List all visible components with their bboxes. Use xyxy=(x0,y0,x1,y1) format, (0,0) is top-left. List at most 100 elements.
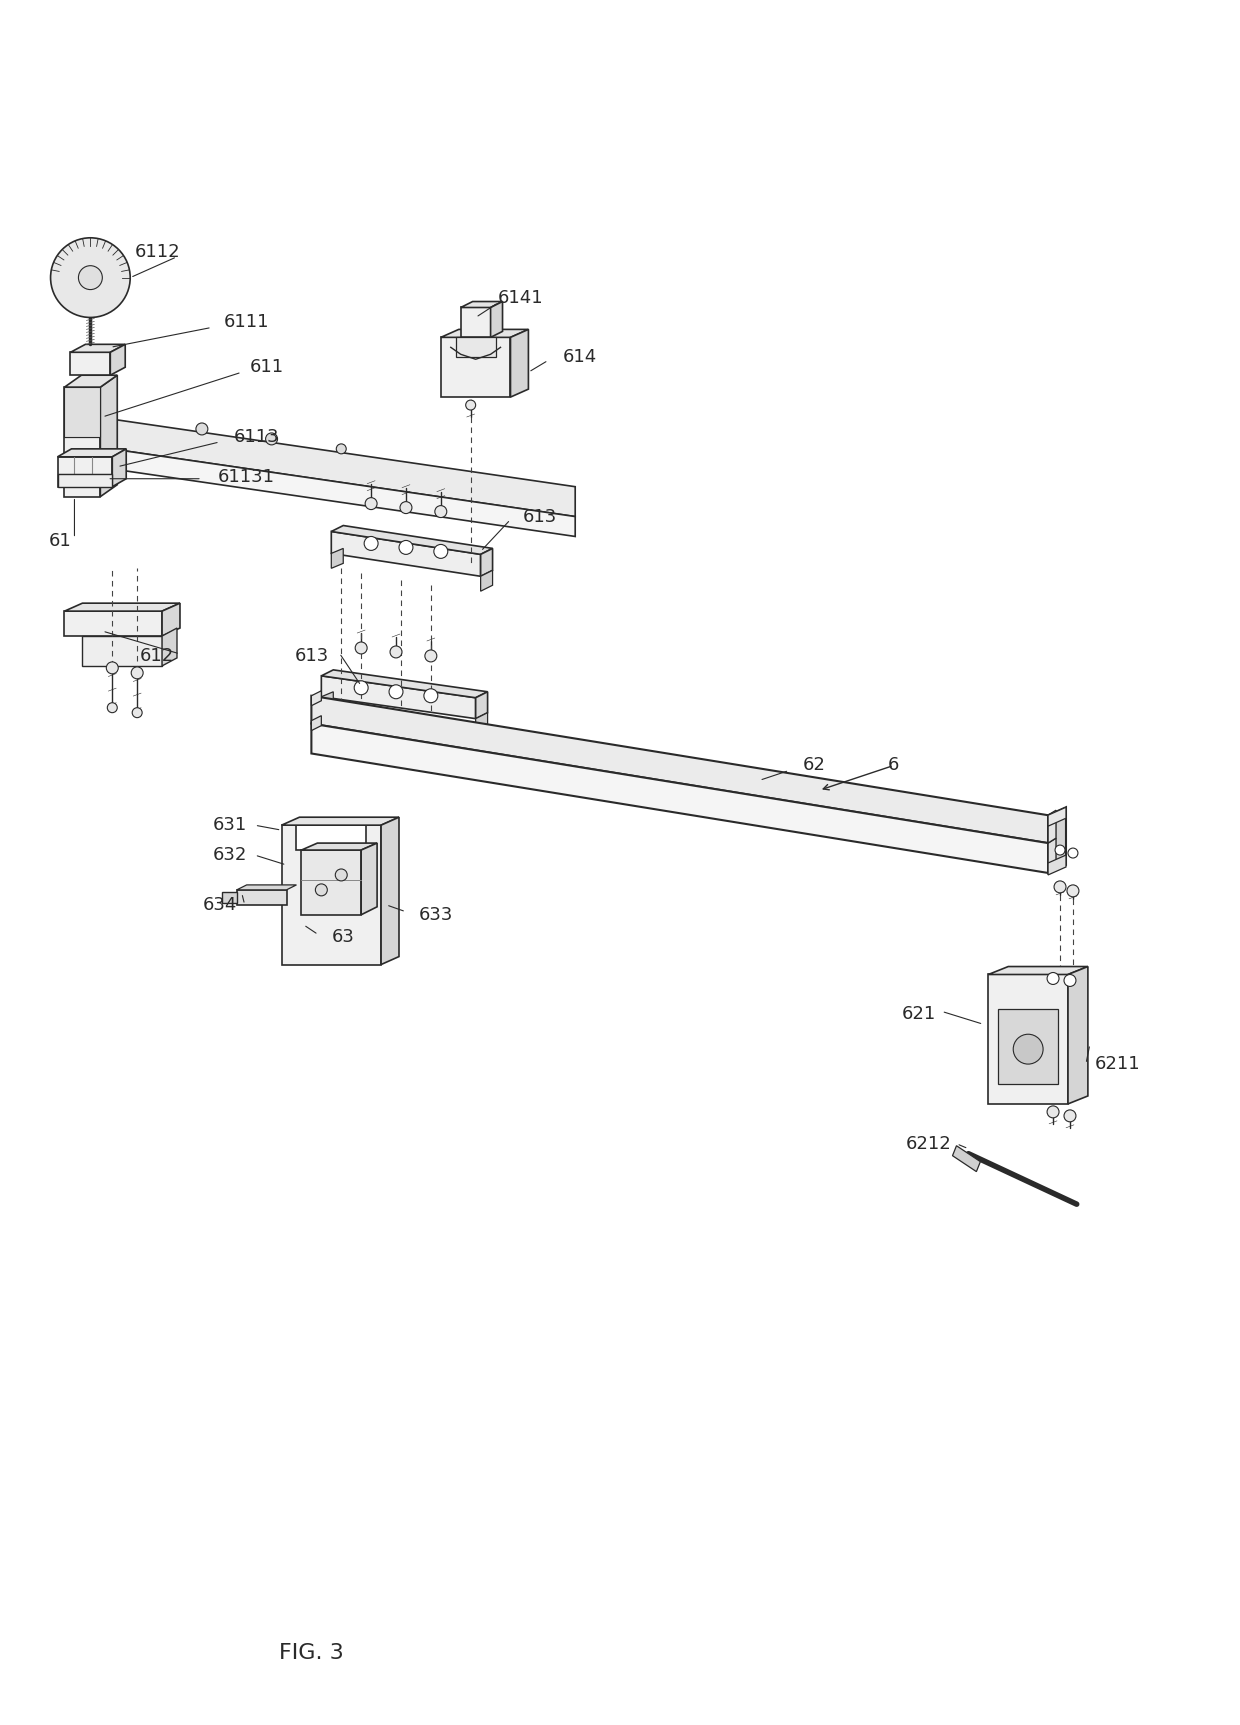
Polygon shape xyxy=(84,417,98,469)
Text: FIG. 3: FIG. 3 xyxy=(279,1644,343,1663)
Polygon shape xyxy=(440,338,511,397)
Polygon shape xyxy=(1048,838,1056,873)
Circle shape xyxy=(1068,849,1078,857)
Circle shape xyxy=(78,266,103,290)
Circle shape xyxy=(108,702,118,712)
Polygon shape xyxy=(113,448,126,486)
Text: 614: 614 xyxy=(563,348,598,366)
Polygon shape xyxy=(301,850,361,914)
Circle shape xyxy=(107,662,118,674)
Circle shape xyxy=(1047,1106,1059,1118)
Polygon shape xyxy=(456,338,496,357)
Polygon shape xyxy=(311,695,1048,844)
Circle shape xyxy=(399,540,413,554)
Polygon shape xyxy=(281,818,399,825)
Text: 6113: 6113 xyxy=(234,428,279,447)
Circle shape xyxy=(336,443,346,454)
Circle shape xyxy=(355,681,368,695)
Text: 61131: 61131 xyxy=(218,467,275,486)
Polygon shape xyxy=(331,549,343,568)
Circle shape xyxy=(355,642,367,654)
Polygon shape xyxy=(331,526,492,554)
Polygon shape xyxy=(301,844,377,850)
Circle shape xyxy=(435,505,446,518)
Polygon shape xyxy=(998,1009,1058,1083)
Polygon shape xyxy=(1048,807,1066,873)
Polygon shape xyxy=(321,669,487,697)
Text: 632: 632 xyxy=(212,845,247,864)
Polygon shape xyxy=(64,611,162,637)
Polygon shape xyxy=(952,1145,981,1171)
Circle shape xyxy=(335,869,347,881)
Circle shape xyxy=(131,668,143,680)
Circle shape xyxy=(1047,973,1059,985)
Text: 61: 61 xyxy=(50,533,72,550)
Polygon shape xyxy=(64,386,100,436)
Polygon shape xyxy=(511,329,528,397)
Polygon shape xyxy=(281,825,381,964)
Polygon shape xyxy=(481,549,492,576)
Text: 613: 613 xyxy=(523,507,558,526)
Polygon shape xyxy=(98,447,575,536)
Polygon shape xyxy=(321,676,476,719)
Polygon shape xyxy=(381,818,399,964)
Text: 6111: 6111 xyxy=(224,314,269,331)
Polygon shape xyxy=(237,890,286,906)
Polygon shape xyxy=(461,302,502,307)
Polygon shape xyxy=(311,690,321,706)
Circle shape xyxy=(1013,1035,1043,1064)
Polygon shape xyxy=(222,892,237,902)
Polygon shape xyxy=(98,417,575,516)
Polygon shape xyxy=(331,531,481,576)
Circle shape xyxy=(365,497,377,509)
Circle shape xyxy=(425,650,436,662)
Circle shape xyxy=(466,400,476,411)
Polygon shape xyxy=(57,474,113,486)
Polygon shape xyxy=(64,376,118,386)
Text: 6141: 6141 xyxy=(497,288,543,307)
Polygon shape xyxy=(1048,856,1066,875)
Polygon shape xyxy=(71,352,110,376)
Circle shape xyxy=(265,433,278,445)
Polygon shape xyxy=(1068,966,1087,1104)
Polygon shape xyxy=(64,386,100,497)
Polygon shape xyxy=(162,604,180,637)
Polygon shape xyxy=(481,571,492,592)
Text: 6: 6 xyxy=(888,757,899,775)
Polygon shape xyxy=(237,885,296,890)
Polygon shape xyxy=(440,329,528,338)
Text: 6212: 6212 xyxy=(905,1135,951,1152)
Polygon shape xyxy=(162,628,177,666)
Circle shape xyxy=(424,688,438,702)
Polygon shape xyxy=(1048,807,1066,826)
Polygon shape xyxy=(476,692,487,719)
Circle shape xyxy=(196,423,208,435)
Text: 634: 634 xyxy=(202,895,237,914)
Polygon shape xyxy=(311,723,1048,873)
Polygon shape xyxy=(988,975,1068,1104)
Text: 63: 63 xyxy=(332,928,355,945)
Text: 621: 621 xyxy=(901,1006,936,1023)
Circle shape xyxy=(401,502,412,514)
Text: 6112: 6112 xyxy=(134,243,180,260)
Polygon shape xyxy=(100,376,118,497)
Circle shape xyxy=(1055,845,1065,856)
Circle shape xyxy=(133,707,143,718)
Circle shape xyxy=(1054,881,1066,894)
Text: 6211: 6211 xyxy=(1095,1056,1141,1073)
Circle shape xyxy=(389,685,403,699)
Circle shape xyxy=(1064,1109,1076,1121)
Circle shape xyxy=(365,536,378,550)
Circle shape xyxy=(1064,975,1076,987)
Polygon shape xyxy=(82,637,162,666)
Circle shape xyxy=(391,645,402,657)
Polygon shape xyxy=(57,448,126,457)
Text: 613: 613 xyxy=(294,647,329,664)
Polygon shape xyxy=(461,307,491,338)
Circle shape xyxy=(51,238,130,317)
Text: 62: 62 xyxy=(802,757,826,775)
Circle shape xyxy=(434,545,448,559)
Polygon shape xyxy=(57,457,113,486)
Circle shape xyxy=(1066,885,1079,897)
Polygon shape xyxy=(1048,811,1056,844)
